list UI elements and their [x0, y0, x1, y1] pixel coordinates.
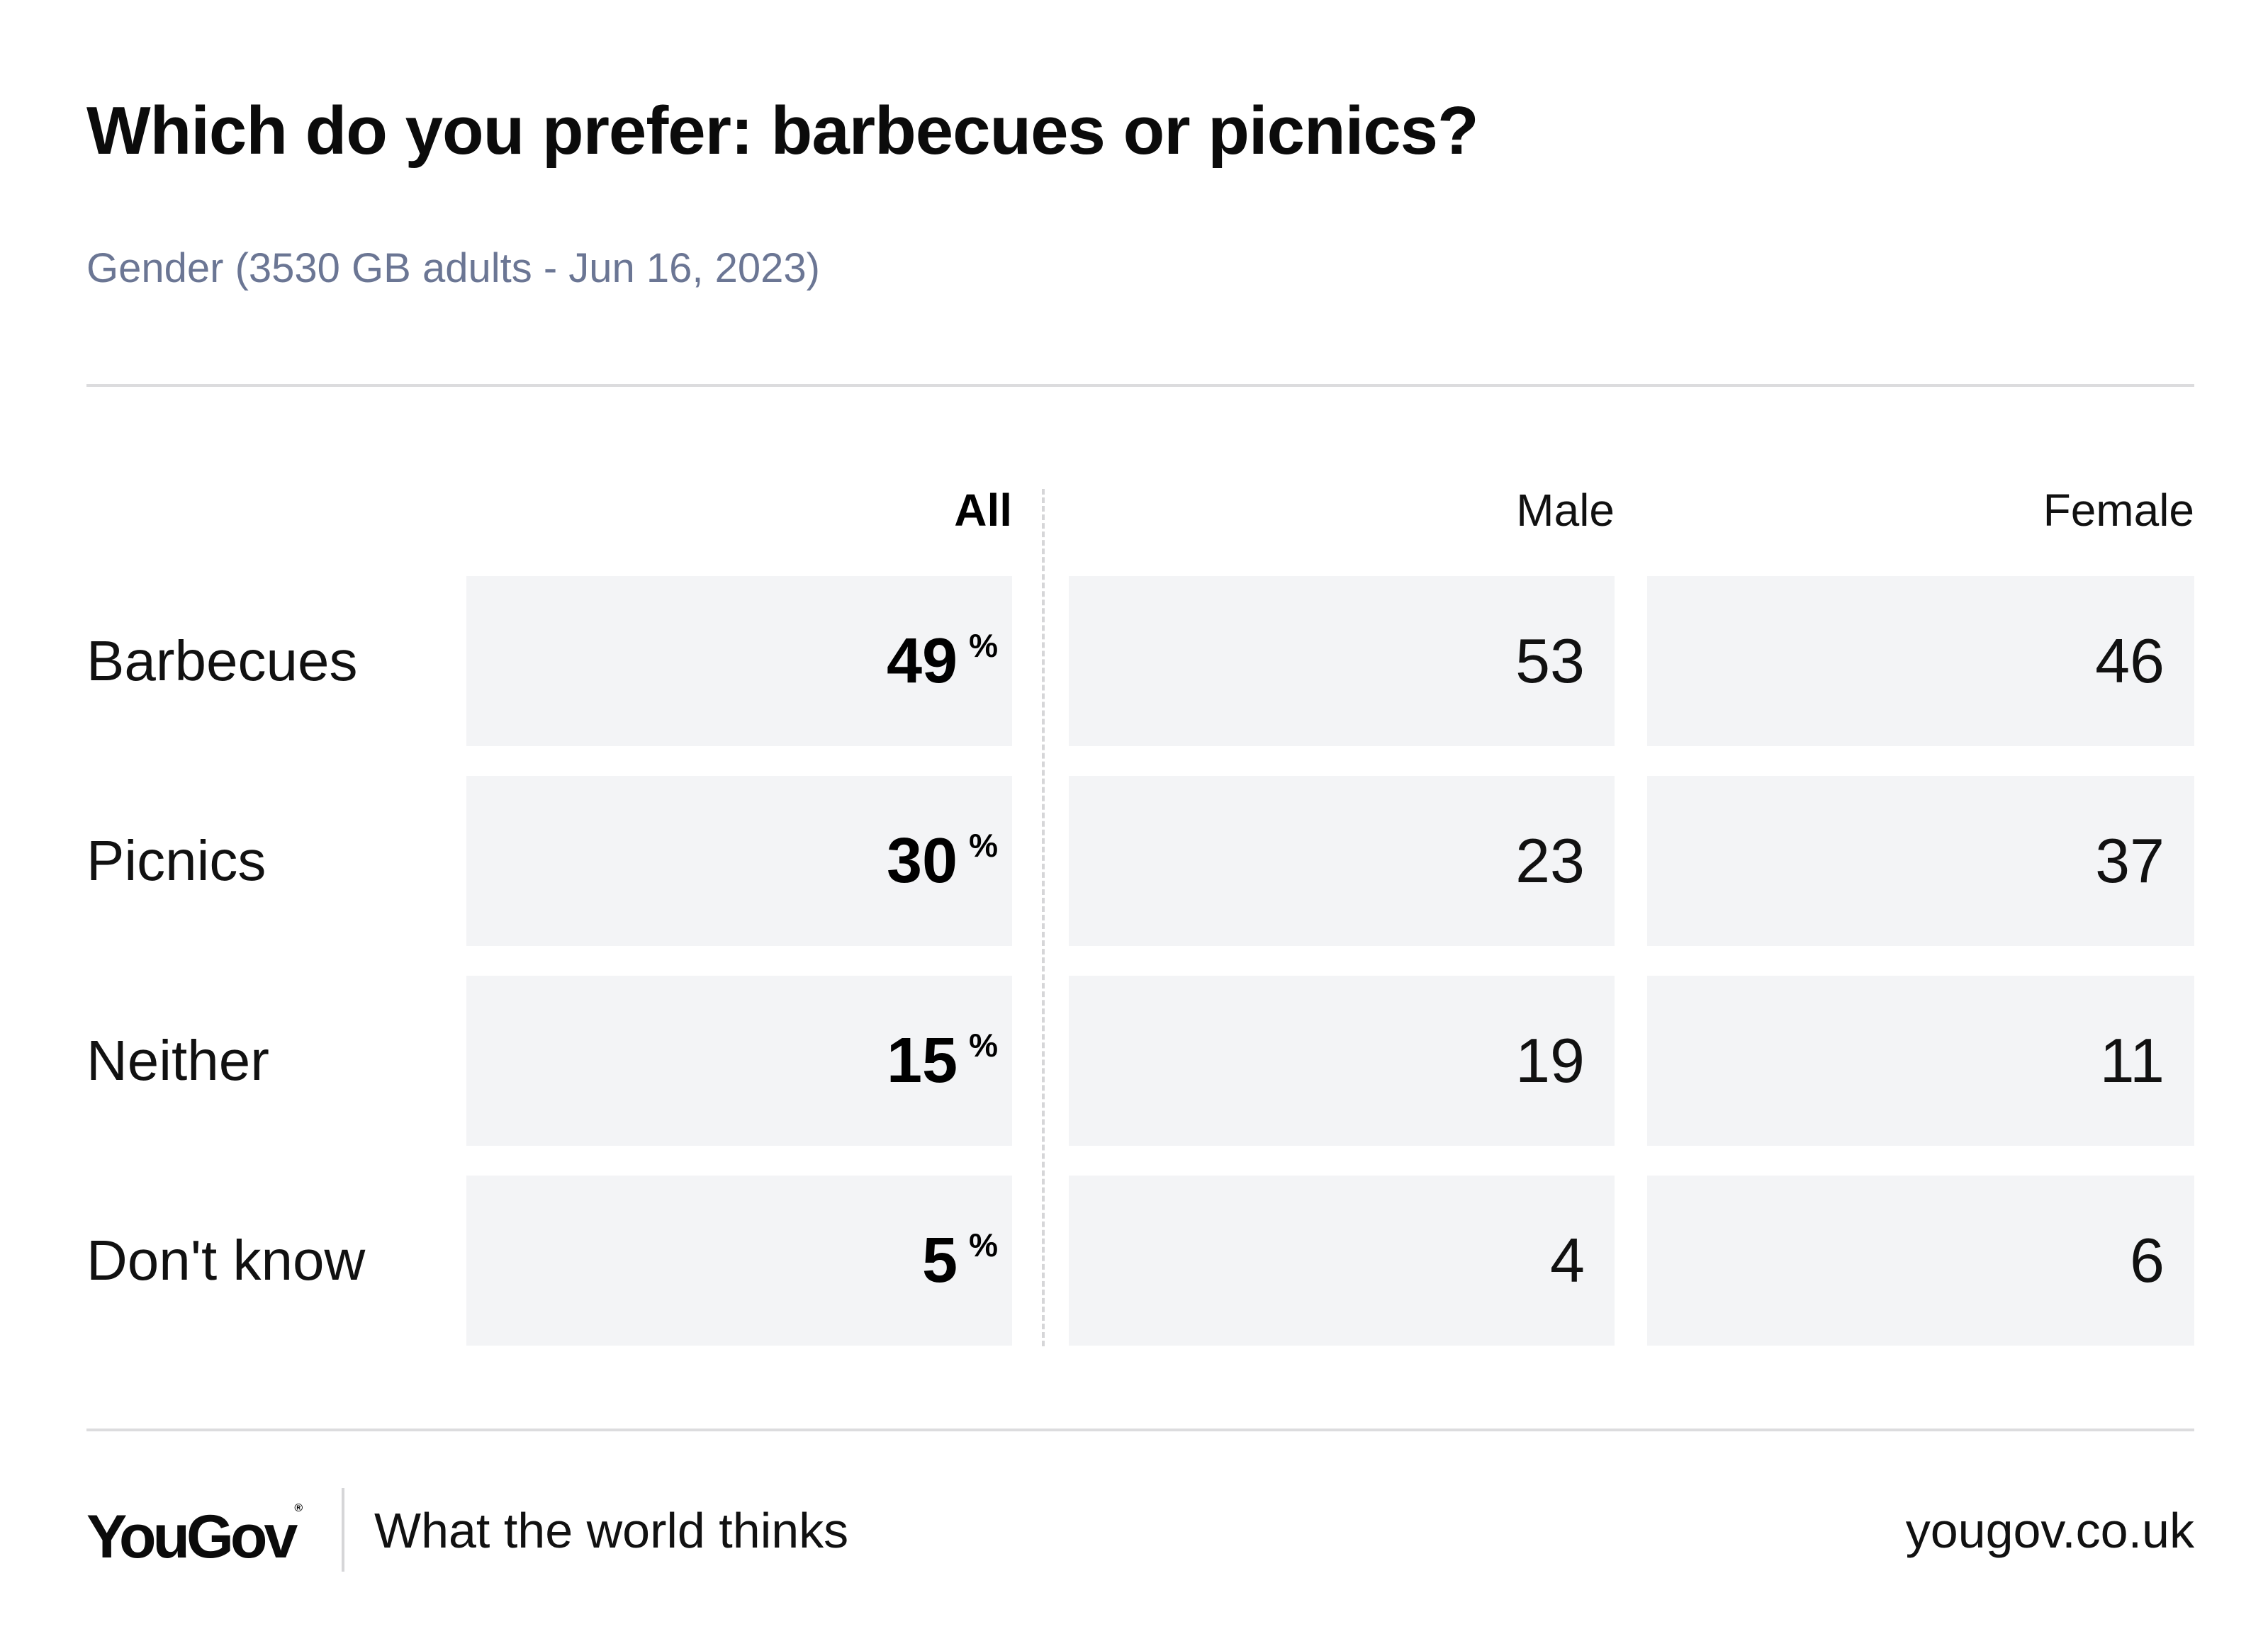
page-subtitle: Gender (3530 GB adults - Jun 16, 2023): [86, 245, 820, 291]
page-title: Which do you prefer: barbecues or picnic…: [86, 93, 1479, 169]
cell-value: 19: [1515, 1025, 1585, 1095]
cell-value: 53: [1515, 626, 1585, 696]
cell-value: 23: [1515, 826, 1585, 896]
cell-male: 53: [1069, 576, 1615, 746]
footer-tagline: What the world thinks: [374, 1503, 849, 1558]
percent-sign: %: [969, 1227, 998, 1263]
cell-value: 37: [2095, 826, 2165, 896]
cell-value: 15: [886, 1025, 958, 1096]
cell-female: 46: [1647, 576, 2194, 746]
cell-male: 23: [1069, 776, 1615, 946]
cell-all: 15%: [466, 976, 1012, 1146]
bottom-divider: [86, 1429, 2194, 1431]
cell-all: 5%: [466, 1176, 1012, 1346]
column-header-female: Female: [2043, 485, 2194, 536]
cell-male: 19: [1069, 976, 1615, 1146]
column-header-all: All: [954, 485, 1012, 536]
percent-sign: %: [969, 627, 998, 664]
footer-url-link[interactable]: yougov.co.uk: [1905, 1503, 2194, 1558]
top-divider: [86, 384, 2194, 387]
row-label: Don't know: [86, 1229, 366, 1292]
percent-sign: %: [969, 827, 998, 864]
cell-female: 11: [1647, 976, 2194, 1146]
column-divider: [1042, 489, 1045, 1346]
cell-female: 6: [1647, 1176, 2194, 1346]
row-label: Neither: [86, 1029, 269, 1092]
cell-all: 49%: [466, 576, 1012, 746]
cell-value: 6: [2130, 1225, 2165, 1295]
percent-sign: %: [969, 1027, 998, 1064]
row-label: Barbecues: [86, 629, 358, 692]
cell-female: 37: [1647, 776, 2194, 946]
cell-male: 4: [1069, 1176, 1615, 1346]
yougov-logo[interactable]: YouGov®: [86, 1502, 303, 1571]
cell-all: 30%: [466, 776, 1012, 946]
cell-value: 46: [2095, 626, 2165, 696]
cell-value: 5: [922, 1225, 958, 1296]
row-label: Picnics: [86, 829, 266, 892]
column-header-male: Male: [1516, 485, 1615, 536]
cell-value: 30: [886, 826, 958, 896]
footer-separator: [342, 1488, 344, 1572]
cell-value: 11: [2099, 1025, 2165, 1095]
cell-value: 49: [886, 626, 958, 697]
cell-value: 4: [1550, 1225, 1585, 1295]
